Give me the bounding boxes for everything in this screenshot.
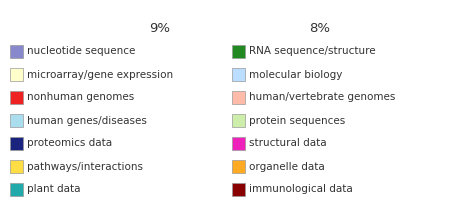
Text: proteomics data: proteomics data xyxy=(27,139,112,149)
Text: protein sequences: protein sequences xyxy=(249,116,345,125)
Bar xyxy=(232,114,245,127)
Bar xyxy=(10,183,23,196)
Text: human/vertebrate genomes: human/vertebrate genomes xyxy=(249,93,395,102)
Bar xyxy=(10,45,23,58)
Text: molecular biology: molecular biology xyxy=(249,70,343,79)
Bar xyxy=(232,183,245,196)
Text: plant data: plant data xyxy=(27,185,81,195)
Bar xyxy=(232,137,245,150)
Bar xyxy=(10,137,23,150)
Bar xyxy=(232,160,245,173)
Bar xyxy=(10,91,23,104)
Text: immunological data: immunological data xyxy=(249,185,353,195)
Text: RNA sequence/structure: RNA sequence/structure xyxy=(249,46,376,56)
Text: nonhuman genomes: nonhuman genomes xyxy=(27,93,134,102)
Bar xyxy=(10,114,23,127)
Bar xyxy=(232,45,245,58)
Text: 9%: 9% xyxy=(149,22,170,35)
Text: 8%: 8% xyxy=(310,22,331,35)
Text: microarray/gene expression: microarray/gene expression xyxy=(27,70,173,79)
Bar xyxy=(232,68,245,81)
Text: organelle data: organelle data xyxy=(249,162,325,172)
Text: structural data: structural data xyxy=(249,139,327,149)
Bar xyxy=(10,68,23,81)
Text: human genes/diseases: human genes/diseases xyxy=(27,116,147,125)
Text: pathways/interactions: pathways/interactions xyxy=(27,162,143,172)
Bar xyxy=(232,91,245,104)
Bar xyxy=(10,160,23,173)
Text: nucleotide sequence: nucleotide sequence xyxy=(27,46,136,56)
